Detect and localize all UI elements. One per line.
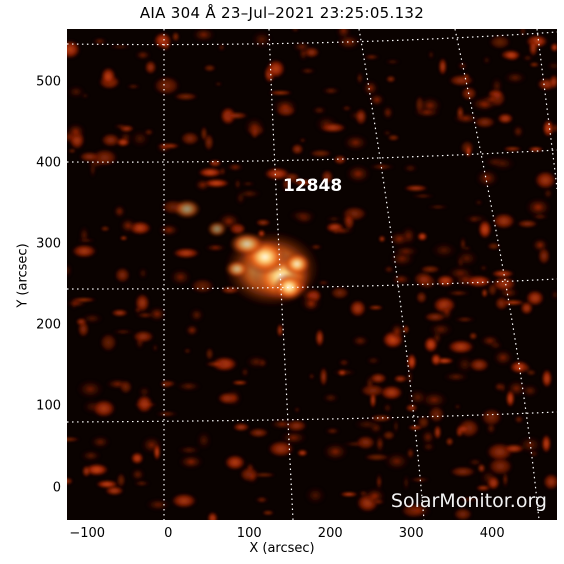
active-region-brightening bbox=[173, 199, 201, 219]
active-region-brightening bbox=[273, 273, 305, 301]
grid-line bbox=[268, 29, 294, 520]
active-region-brightening bbox=[283, 252, 311, 276]
y-axis-label: Y (arcsec) bbox=[15, 243, 31, 308]
y-tick-label: 0 bbox=[52, 480, 61, 496]
active-region-label: 12848 bbox=[283, 176, 343, 196]
x-tick-label: 0 bbox=[164, 526, 173, 541]
heliographic-grid bbox=[67, 29, 557, 520]
watermark: SolarMonitor.org bbox=[390, 490, 547, 512]
x-tick-label: 100 bbox=[236, 526, 262, 541]
active-region-brightening bbox=[229, 232, 265, 256]
y-tick-label: 400 bbox=[36, 155, 61, 171]
x-axis-label: X (arcsec) bbox=[249, 541, 315, 556]
x-tick-label: 200 bbox=[317, 526, 343, 541]
grid-line bbox=[536, 29, 557, 190]
x-tick-label: 300 bbox=[398, 526, 424, 541]
y-tick-label: 200 bbox=[36, 317, 61, 333]
active-region-brightening bbox=[225, 260, 249, 278]
grid-line bbox=[67, 31, 557, 46]
y-tick-label: 500 bbox=[36, 74, 61, 90]
sun-emission-map bbox=[67, 29, 557, 520]
grid-line bbox=[358, 29, 425, 520]
solar-image: 12848 SolarMonitor.org bbox=[67, 29, 557, 520]
y-tick-label: 100 bbox=[36, 398, 61, 414]
x-tick-label: −100 bbox=[69, 526, 106, 541]
image-title: AIA 304 Å 23–Jul–2021 23:25:05.132 bbox=[139, 4, 425, 22]
y-tick-label: 300 bbox=[36, 236, 61, 252]
x-tick-label: 400 bbox=[479, 526, 505, 541]
active-region-brightening bbox=[207, 221, 227, 237]
